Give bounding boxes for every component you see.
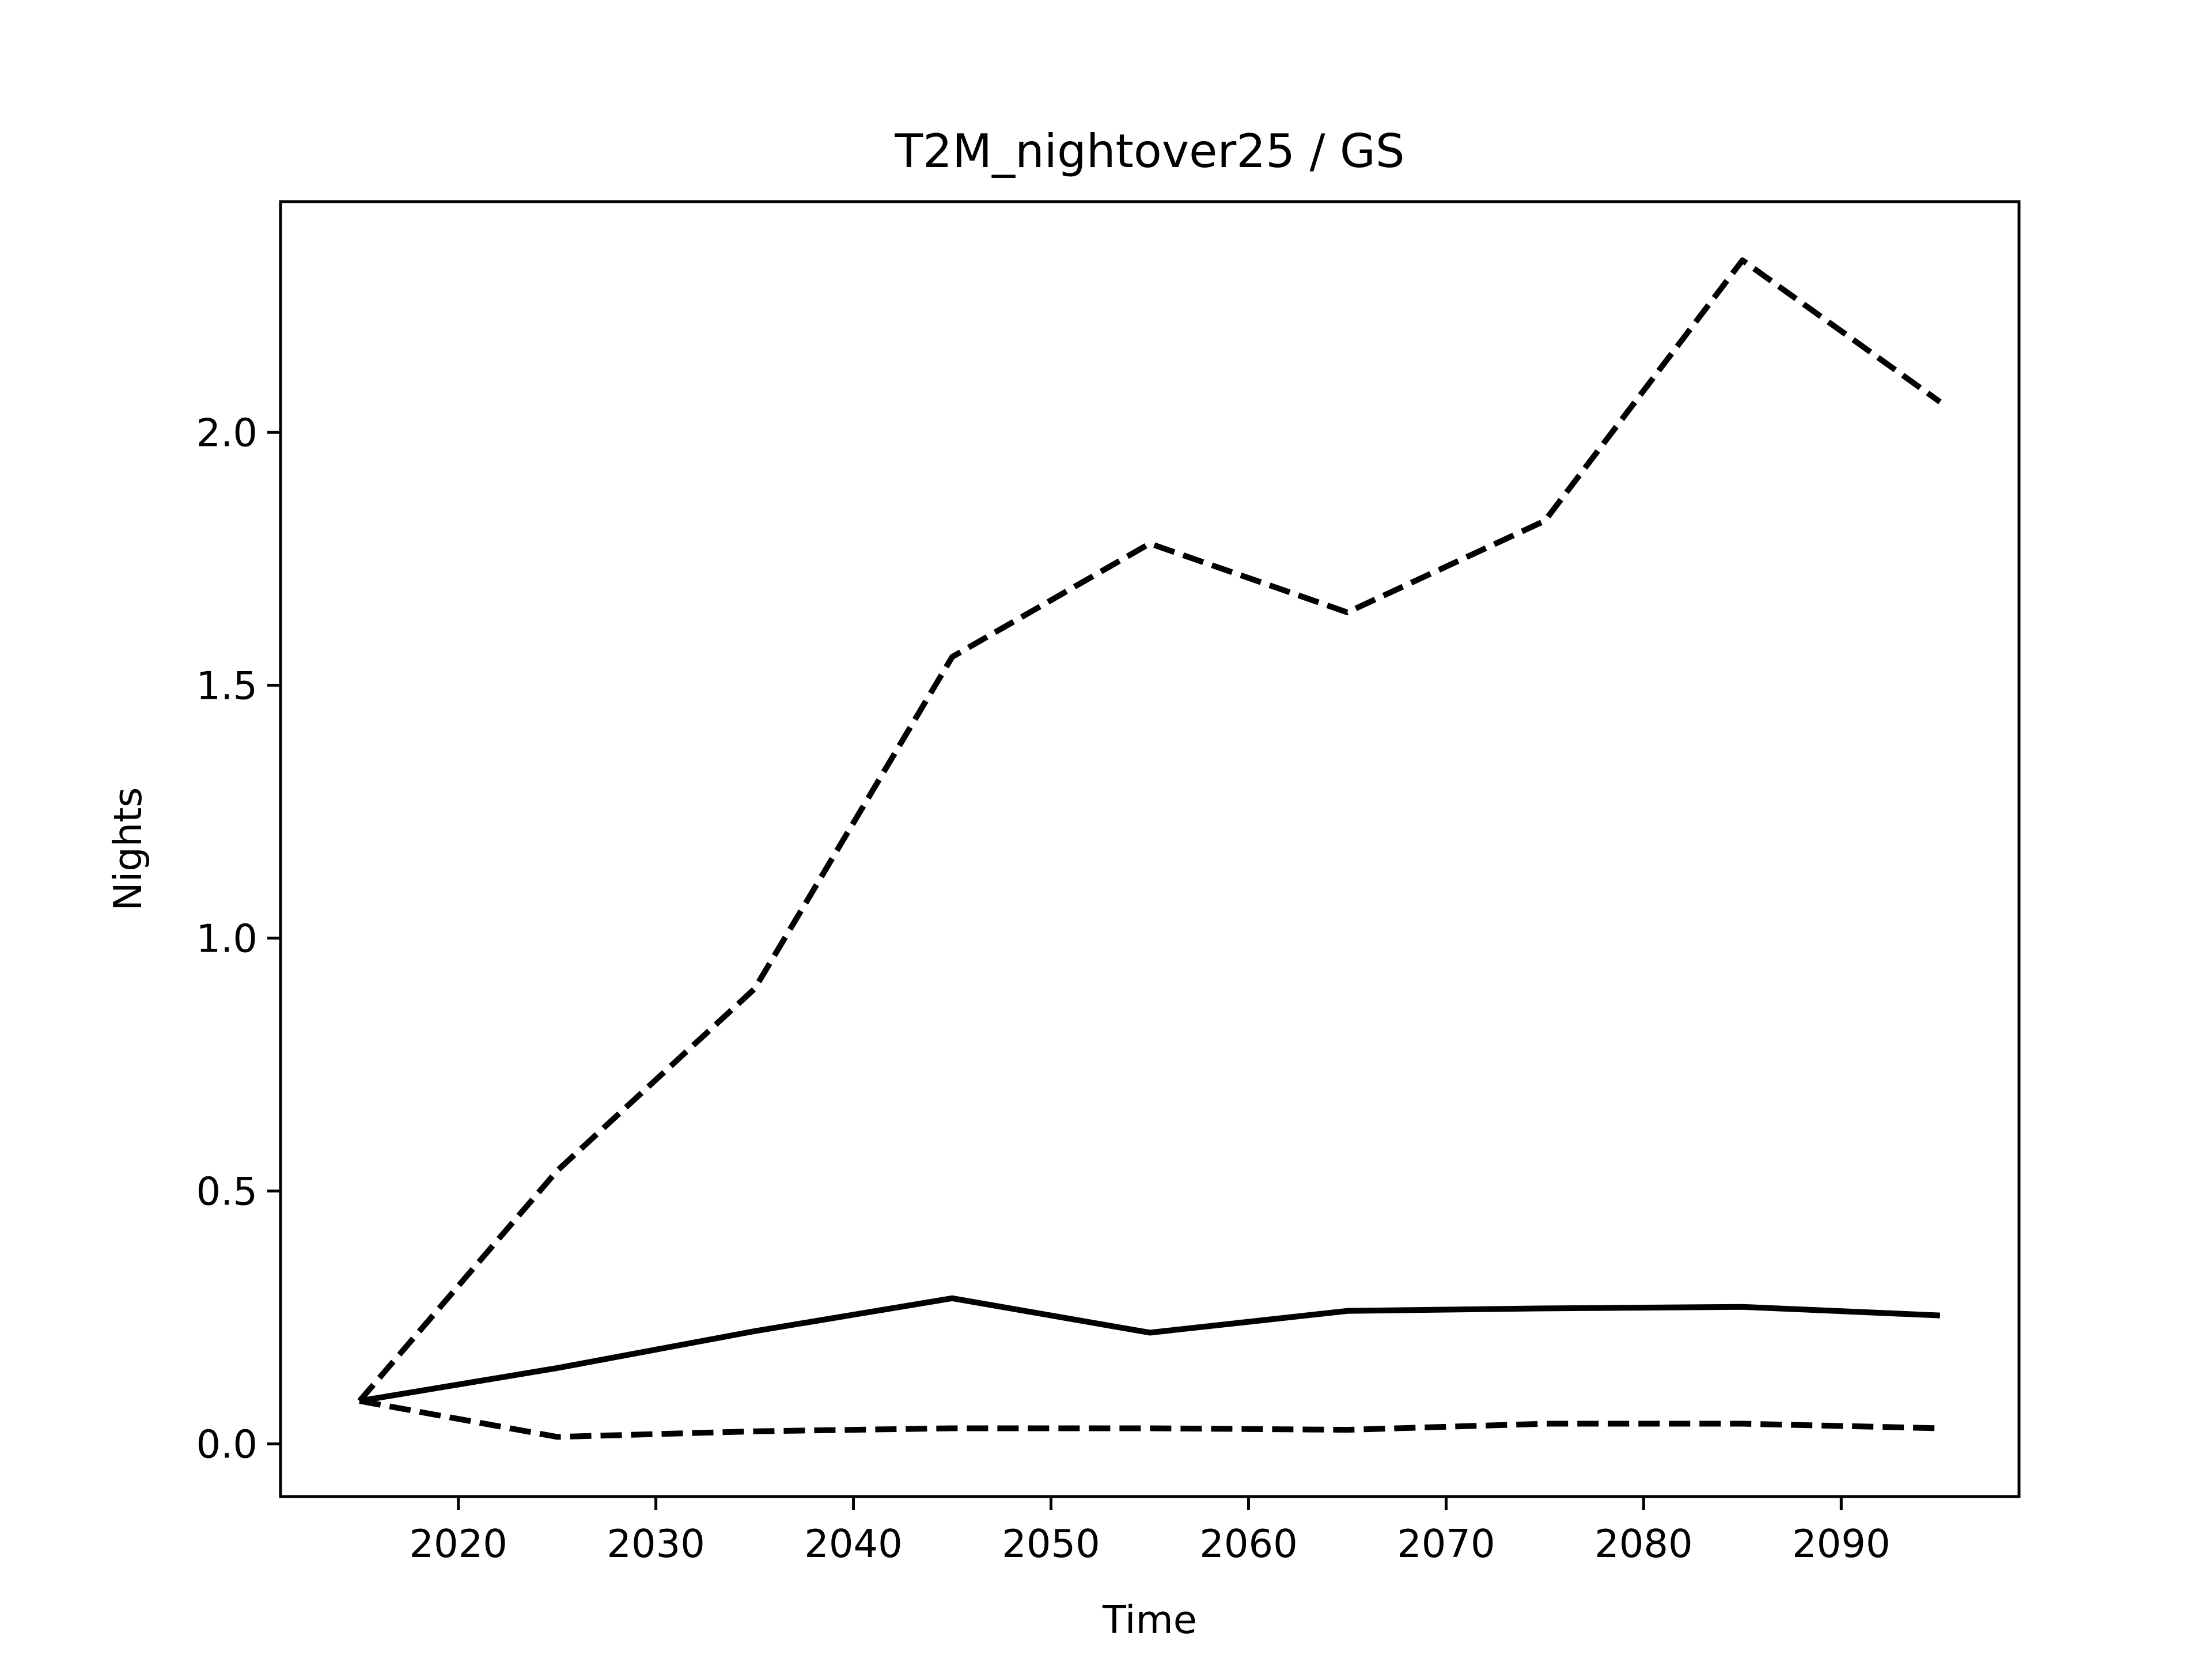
x-tick-label: 2060	[1199, 1521, 1298, 1566]
y-tick-label: 0.5	[196, 1169, 257, 1214]
x-tick-label: 2030	[607, 1521, 705, 1566]
y-tick-label: 0.0	[196, 1422, 257, 1467]
y-axis-label: Nights	[105, 787, 150, 911]
y-tick-label: 1.0	[196, 916, 257, 961]
line-series	[359, 1398, 1940, 1440]
plot-frame	[279, 200, 2021, 1498]
x-tick-label: 2020	[409, 1521, 507, 1566]
x-tick-label: 2040	[804, 1521, 903, 1566]
y-tick-label: 2.0	[196, 410, 257, 455]
y-tick-label: 1.5	[196, 663, 257, 708]
x-tick-label: 2050	[1002, 1521, 1100, 1566]
x-tick-label: 2090	[1792, 1521, 1891, 1566]
line-series	[359, 1295, 1941, 1404]
x-tick-label: 2080	[1594, 1521, 1693, 1566]
x-tick-label: 2070	[1397, 1521, 1495, 1566]
x-axis-label: Time	[1102, 1597, 1197, 1642]
chart-title: T2M_nightover25 / GS	[894, 124, 1404, 178]
